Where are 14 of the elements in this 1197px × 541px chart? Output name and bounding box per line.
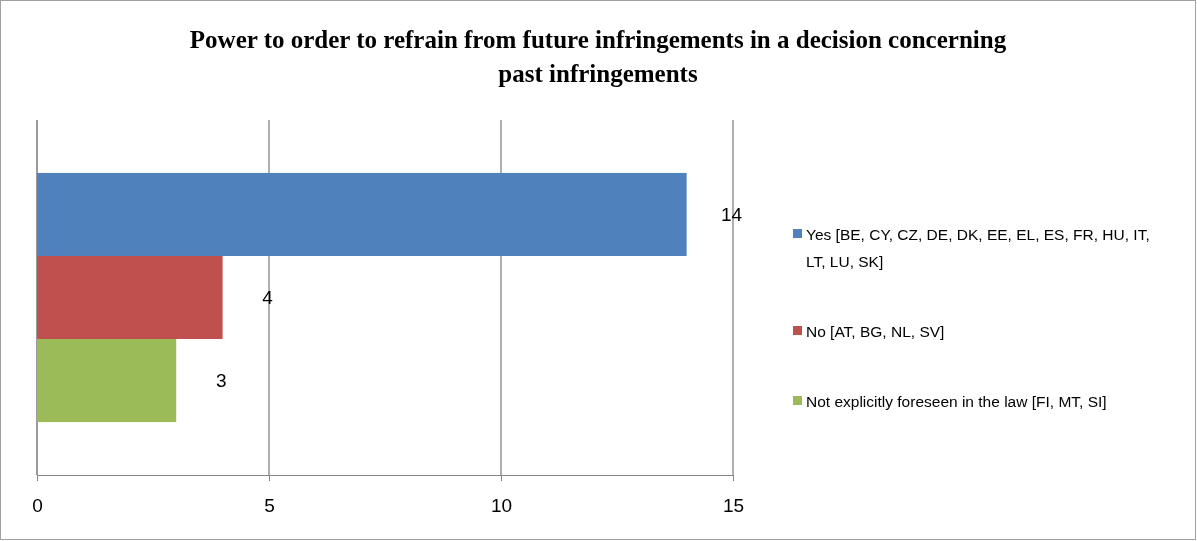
legend-label: Yes [BE, CY, CZ, DE, DK, EE, EL, ES, FR, HU, IT, LT, LU, SK] (806, 226, 1150, 270)
data-label: 14 (721, 204, 743, 226)
data-label: 3 (215, 370, 227, 392)
x-tick-label: 5 (264, 495, 275, 517)
bar (37, 255, 223, 340)
data-label: 4 (262, 287, 274, 309)
bar (37, 172, 687, 256)
x-tick-label: 15 (722, 495, 745, 517)
x-tick-label: 10 (490, 495, 513, 517)
legend-label: Not explicitly foreseen in the law [FI, MT, SI] (806, 393, 1107, 410)
chart-title: Power to order to refrain from future infringements in a decision concerning past infringements (189, 26, 1007, 87)
x-tick-label: 0 (32, 495, 43, 517)
legend-label: No [AT, BG, NL, SV] (806, 323, 945, 340)
bar (37, 339, 177, 423)
